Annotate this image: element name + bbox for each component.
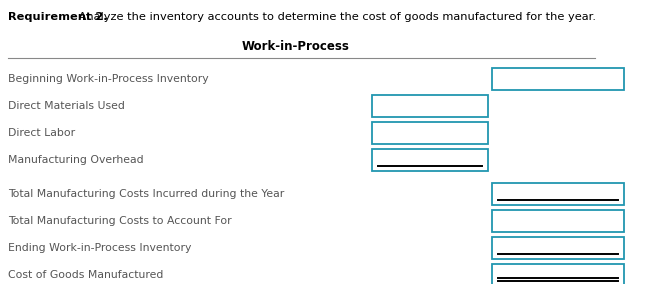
Text: Manufacturing Overhead: Manufacturing Overhead <box>8 155 144 165</box>
Text: Analyze the inventory accounts to determine the cost of goods manufactured for t: Analyze the inventory accounts to determ… <box>75 12 596 22</box>
Bar <box>492 210 624 232</box>
Bar <box>372 95 488 117</box>
Bar <box>492 264 624 284</box>
Text: Beginning Work-in-Process Inventory: Beginning Work-in-Process Inventory <box>8 74 208 84</box>
Text: Ending Work-in-Process Inventory: Ending Work-in-Process Inventory <box>8 243 192 253</box>
Bar <box>492 68 624 90</box>
Text: Total Manufacturing Costs Incurred during the Year: Total Manufacturing Costs Incurred durin… <box>8 189 284 199</box>
Text: Direct Labor: Direct Labor <box>8 128 75 138</box>
Text: Work-in-Process: Work-in-Process <box>242 40 349 53</box>
Text: Direct Materials Used: Direct Materials Used <box>8 101 125 111</box>
Text: Requirement 2.: Requirement 2. <box>8 12 108 22</box>
Bar <box>492 183 624 205</box>
Text: Total Manufacturing Costs to Account For: Total Manufacturing Costs to Account For <box>8 216 232 226</box>
Bar <box>372 122 488 144</box>
Text: Cost of Goods Manufactured: Cost of Goods Manufactured <box>8 270 163 280</box>
Bar <box>372 149 488 171</box>
Bar <box>492 237 624 259</box>
